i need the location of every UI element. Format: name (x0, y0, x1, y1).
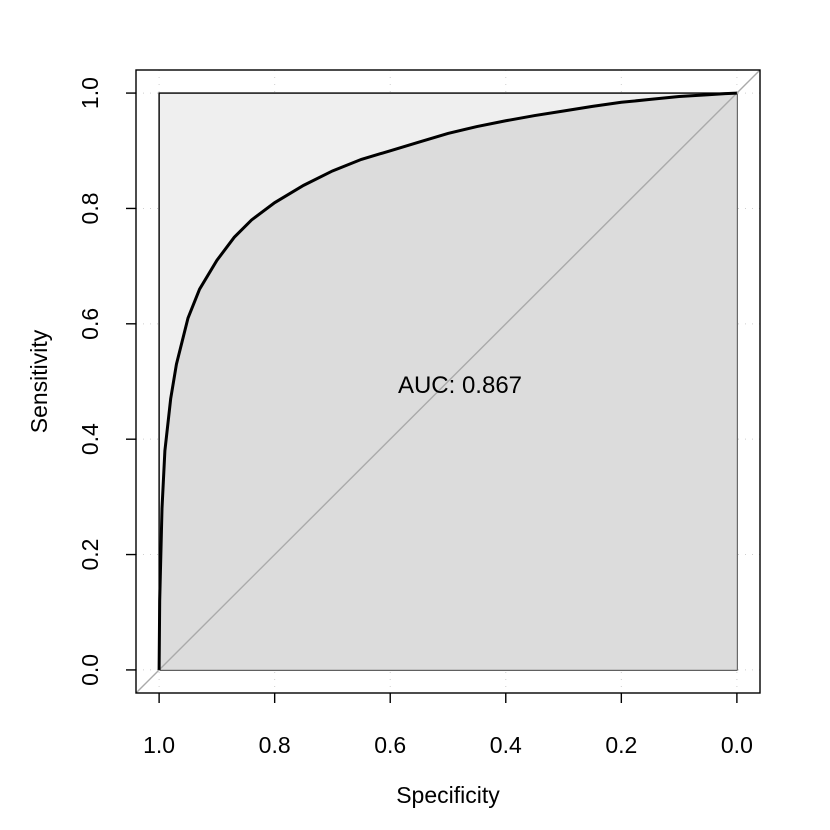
plot-frame (135, 69, 761, 694)
y-axis-title: Sensitivity (26, 329, 52, 433)
y-tick-label: 0.4 (77, 423, 103, 455)
auc-annotation: AUC: 0.867 (398, 372, 522, 399)
y-tick-label: 1.0 (77, 77, 103, 109)
y-tick-label: 0.6 (77, 308, 103, 340)
x-tick-label: 0.4 (490, 732, 522, 758)
x-tick-label: 0.6 (374, 732, 406, 758)
y-axis: 0.0 0.2 0.4 0.6 0.8 1.0 (77, 77, 136, 686)
x-axis: 1.0 0.8 0.6 0.4 0.2 0.0 (143, 693, 753, 758)
x-tick-label: 0.8 (259, 732, 291, 758)
x-tick-label: 0.2 (605, 732, 637, 758)
x-tick-label: 0.0 (721, 732, 753, 758)
x-axis-title: Specificity (396, 782, 500, 808)
diagonal-line (135, 69, 761, 694)
y-tick-label: 0.2 (77, 539, 103, 571)
y-tick-label: 0.0 (77, 654, 103, 686)
y-tick-label: 0.8 (77, 192, 103, 224)
roc-curve (157, 91, 737, 670)
x-tick-label: 1.0 (143, 732, 175, 758)
